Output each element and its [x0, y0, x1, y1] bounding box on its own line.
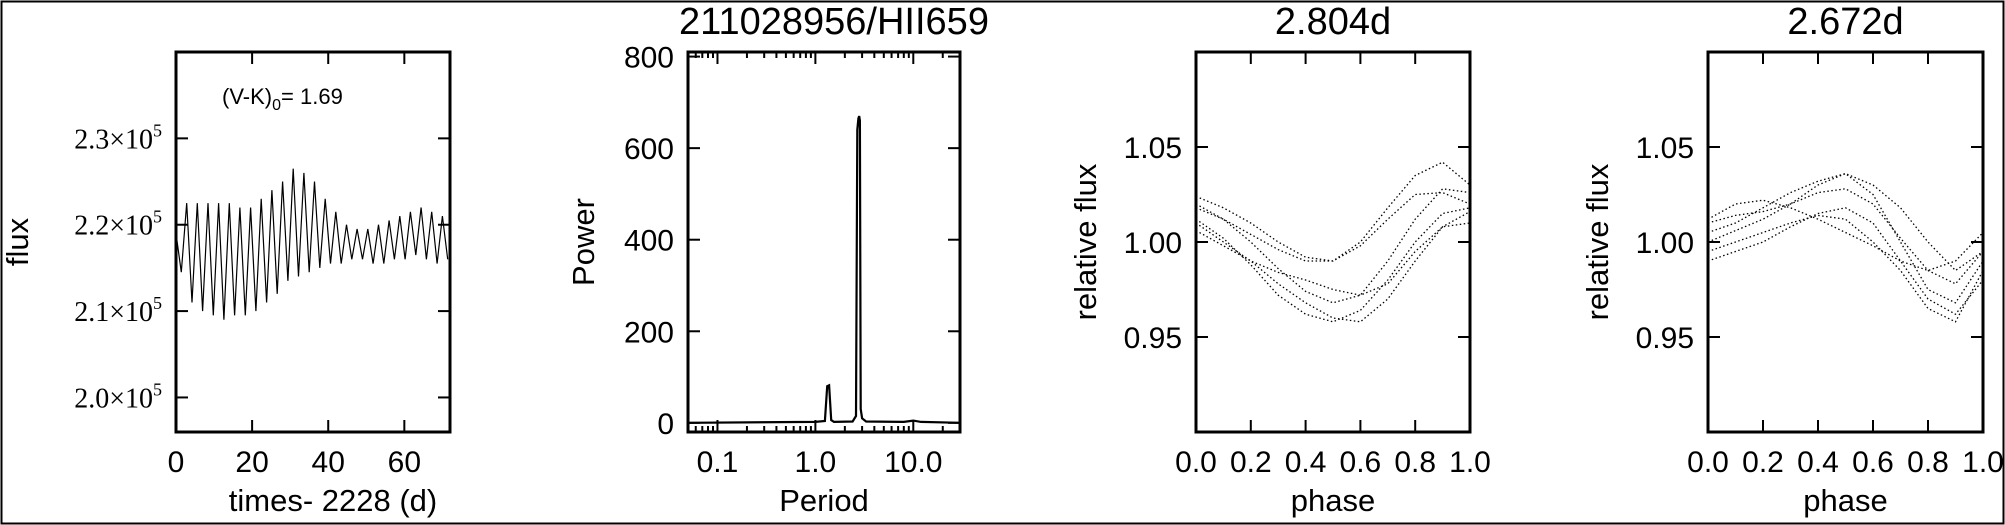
- y-tick-label: 200: [624, 316, 674, 349]
- annotation-text: (V-K): [222, 84, 272, 109]
- x-tick-label: 1.0: [1449, 446, 1491, 479]
- y-tick-label: 600: [624, 133, 674, 166]
- y-tick-label: 1.00: [1636, 227, 1694, 260]
- y-tick-label: 2.0×105: [74, 379, 162, 414]
- plot-data: [1195, 161, 1471, 323]
- y-tick-exponent: 5: [153, 293, 162, 313]
- panel-3: 0.0 0.2 0.4 0.6 0.8 1.0 0.95 1.00 1.05 phase relat…: [1068, 1, 1491, 518]
- x-tick-label: 10.0: [884, 446, 942, 479]
- series-2: [1707, 188, 1984, 285]
- y-tick-mantissa: 2.0×10: [74, 383, 153, 414]
- y-tick-label: 0.95: [1124, 322, 1182, 355]
- y-tick-mantissa: 2.1×10: [74, 297, 153, 328]
- series-3: [1707, 214, 1984, 323]
- series-3: [1195, 207, 1471, 323]
- x-tick-label: 0.8: [1394, 446, 1436, 479]
- y-tick-label: 2.1×105: [74, 293, 162, 328]
- x-tick-label: 0.2: [1742, 446, 1784, 479]
- x-tick-label: 1.0: [795, 446, 837, 479]
- x-axis-label: times- 2228 (d): [229, 483, 437, 518]
- series-5: [1707, 172, 1984, 272]
- x-tick-label: 0.4: [1797, 446, 1839, 479]
- series-4: [1195, 211, 1471, 323]
- y-tick-label: 1.00: [1124, 227, 1182, 260]
- series-1: [1195, 191, 1471, 262]
- x-tick-label: 60: [388, 446, 421, 479]
- panel-2: 0.1 1.0 10.0 0 200 400 600 800 Period Power 211028…: [566, 1, 989, 518]
- y-tick-label: 400: [624, 225, 674, 258]
- series-4: [1707, 199, 1984, 272]
- y-tick-label: 0.95: [1636, 322, 1694, 355]
- x-tick-label: 0.0: [1175, 446, 1217, 479]
- x-tick-label: 0.6: [1852, 446, 1894, 479]
- y-tick-label: 2.3×105: [74, 120, 162, 155]
- annotation-subscript: 0: [272, 97, 281, 114]
- x-tick-label: 0.1: [697, 446, 739, 479]
- x-tick-label: 0.2: [1230, 446, 1272, 479]
- y-tick-exponent: 5: [153, 120, 162, 140]
- y-tick-exponent: 5: [153, 207, 162, 227]
- plot-data: [1707, 172, 1984, 323]
- y-axis-label: relative flux: [1580, 163, 1615, 320]
- chart-title: 211028956/HII659: [679, 1, 989, 43]
- x-tick-label: 20: [235, 446, 268, 479]
- plot-frame: [1194, 50, 1472, 434]
- y-axis-label: flux: [0, 217, 35, 266]
- plot-frame: [686, 50, 962, 434]
- y-tick-label: 2.2×105: [74, 207, 162, 242]
- plot-frame: [174, 50, 452, 434]
- y-tick-exponent: 5: [153, 379, 162, 399]
- series-6: [1195, 222, 1471, 296]
- panel-4: 0.0 0.2 0.4 0.6 0.8 1.0 0.95 1.00 1.05 phase relat…: [1580, 1, 2004, 518]
- x-tick-label: 0.4: [1285, 446, 1327, 479]
- y-tick-label: 1.05: [1124, 132, 1182, 165]
- y-axis-label: Power: [566, 198, 601, 286]
- x-tick-label: 0.0: [1687, 446, 1729, 479]
- series-1: [687, 115, 961, 424]
- series-1: [175, 168, 449, 320]
- plot-data: [175, 168, 449, 320]
- x-tick-label: 0.6: [1340, 446, 1382, 479]
- series-6: [1707, 207, 1984, 316]
- x-axis-label: phase: [1803, 483, 1887, 518]
- y-tick-mantissa: 2.3×10: [74, 124, 153, 155]
- series-5: [1195, 188, 1471, 304]
- y-tick-label: 800: [624, 42, 674, 75]
- x-axis-label: Period: [779, 483, 869, 518]
- y-axis-label: relative flux: [1068, 163, 1103, 320]
- chart-title: 2.672d: [1787, 1, 1903, 43]
- y-tick-label: 0: [657, 408, 674, 441]
- x-axis-label: phase: [1291, 483, 1375, 518]
- panel-1: 0 20 40 602.0×1052.1×1052.2×1052.3×105times…: [0, 50, 452, 518]
- y-tick-label: 1.05: [1636, 132, 1694, 165]
- chart-title: 2.804d: [1275, 1, 1391, 43]
- series-1: [1707, 172, 1984, 304]
- x-tick-label: 40: [312, 446, 345, 479]
- y-tick-mantissa: 2.2×10: [74, 211, 153, 242]
- color-annotation: (V-K)0= 1.69: [222, 84, 343, 114]
- x-tick-label: 0.8: [1907, 446, 1949, 479]
- plot-data: [687, 115, 961, 424]
- series-2: [1195, 161, 1471, 262]
- annotation-value: = 1.69: [281, 84, 343, 109]
- x-tick-label: 1.0: [1962, 446, 2004, 479]
- plot-frame: [1706, 50, 1985, 434]
- x-tick-label: 0: [168, 446, 185, 479]
